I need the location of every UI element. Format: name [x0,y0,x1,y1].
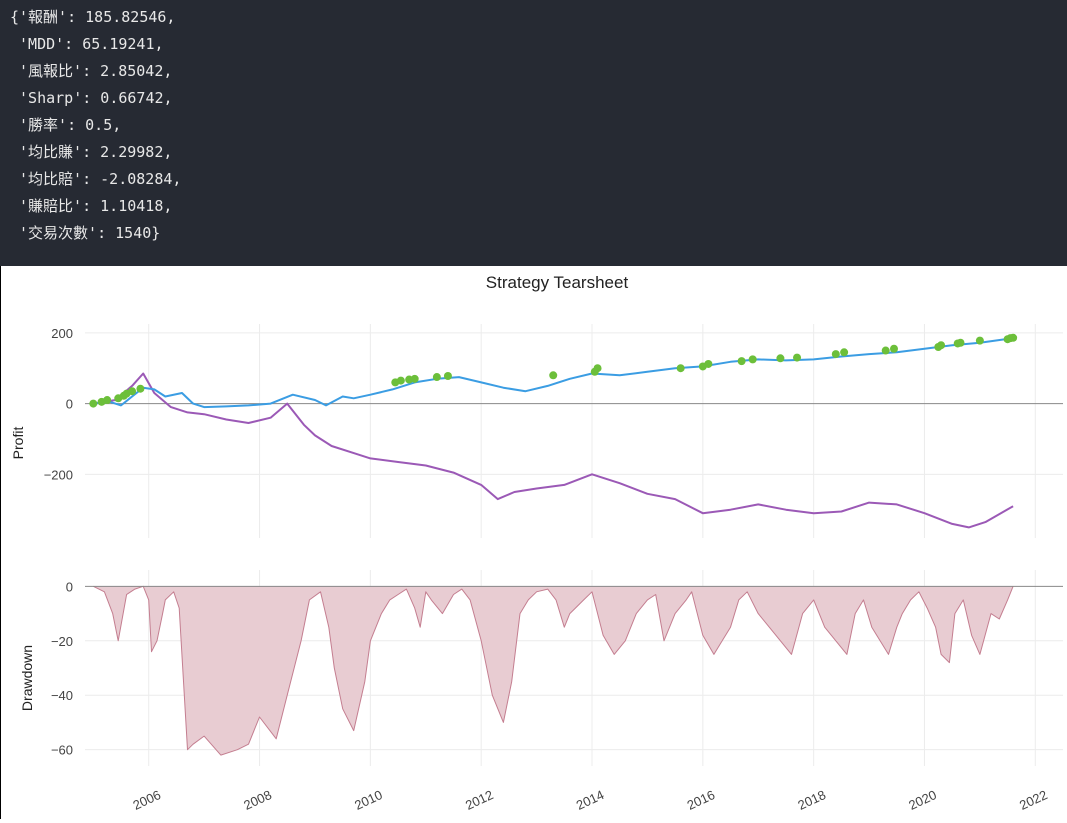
trade-marker [676,364,685,373]
drawdown-panel: 0 −20 −40 −60 2006 2008 2010 2012 2014 2016 2018 20… [51,570,1063,813]
trade-marker [593,364,602,373]
drawdown-y-tick-label: −40 [51,688,73,703]
trade-marker [956,338,965,347]
drawdown-y-tick-label: −20 [51,634,73,649]
console-line: {'報酬': 185.82546, [10,8,176,26]
trade-marker [748,355,757,364]
trade-marker [128,387,137,396]
drawdown-line [93,585,1014,756]
x-tick-label: 2016 [685,787,718,813]
trade-marker [103,396,112,405]
trade-marker [831,350,840,359]
trade-marker [89,399,98,408]
drawdown-y-tick-label: −60 [51,743,73,758]
trade-marker [937,341,946,350]
console-line: '交易次數': 1540} [10,224,161,242]
console-output: {'報酬': 185.82546, 'MDD': 65.19241, '風報比'… [0,0,1067,266]
x-tick-label: 2020 [906,787,939,813]
trade-marker [975,336,984,345]
tearsheet-svg: Strategy Tearsheet 200 0 −200 0 −20 −40 −60 20… [10,273,1063,813]
trade-marker [410,374,419,383]
profit-panel: 200 0 −200 [44,324,1063,538]
trade-marker [793,353,802,362]
trade-marker [396,376,405,385]
trade-marker [432,373,441,382]
x-tick-label: 2022 [1017,787,1050,813]
trade-marker [776,354,785,363]
trade-marker [443,371,452,380]
console-line: '均比賠': -2.08284, [10,170,182,188]
trade-marker [881,346,890,355]
trade-marker [889,344,898,353]
trade-marker [1009,333,1018,342]
profit-y-tick-label: −200 [44,467,73,482]
profit-axis-label: Profit [10,427,26,460]
console-line: '賺賠比': 1.10418, [10,197,173,215]
console-line: '均比賺': 2.29982, [10,143,173,161]
console-text: {'報酬': 185.82546, 'MDD': 65.19241, '風報比'… [10,4,181,247]
console-line: 'MDD': 65.19241, [10,35,164,53]
console-line: '風報比': 2.85042, [10,62,173,80]
trade-marker [704,359,713,368]
benchmark-line [93,372,1014,529]
trade-marker [549,371,558,380]
chart-title: Strategy Tearsheet [486,273,629,292]
trade-marker [840,348,849,357]
x-tick-label: 2012 [463,787,496,813]
x-tick-label: 2010 [352,787,385,813]
tearsheet-figure: Strategy Tearsheet 200 0 −200 0 −20 −40 −60 20… [0,266,1067,819]
drawdown-area [93,586,1014,756]
x-tick-label: 2018 [795,787,828,813]
console-line: '勝率': 0.5, [10,116,122,134]
trade-marker [136,384,145,393]
console-line: 'Sharp': 0.66742, [10,89,173,107]
x-tick-label: 2006 [131,787,164,813]
drawdown-y-tick-label: 0 [66,579,73,594]
profit-y-tick-label: 200 [51,326,73,341]
drawdown-axis-label: Drawdown [19,645,35,711]
trade-marker [737,357,746,366]
profit-y-tick-label: 0 [66,397,73,412]
x-tick-label: 2008 [241,787,274,813]
x-tick-label: 2014 [574,787,607,813]
